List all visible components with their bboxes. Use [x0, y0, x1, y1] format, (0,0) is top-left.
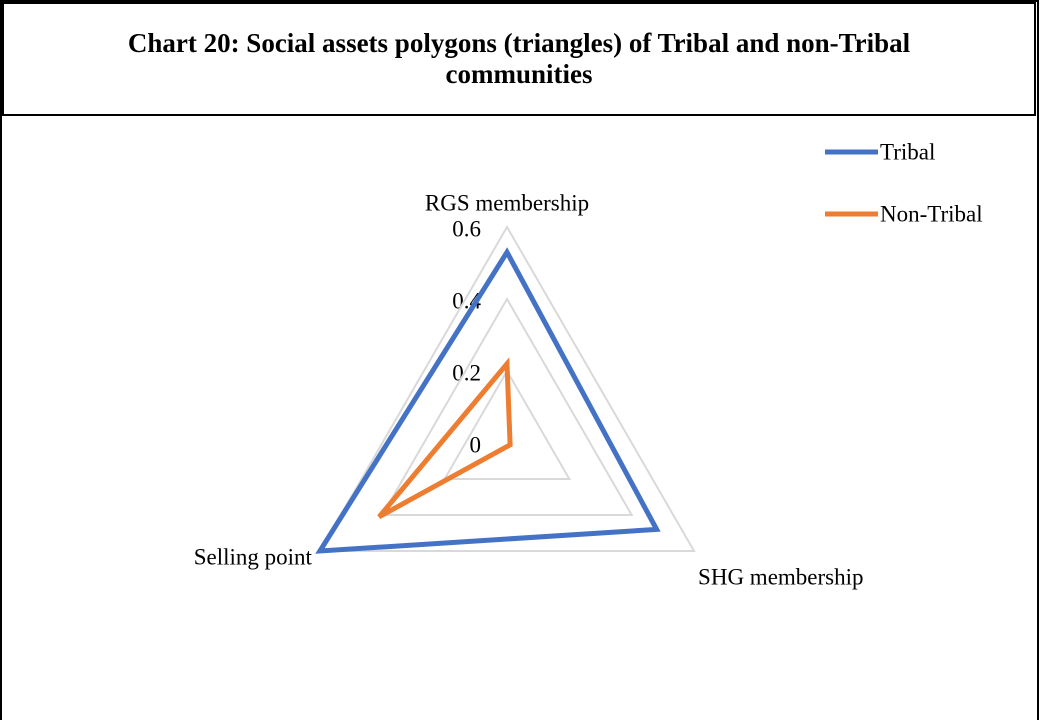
legend-label: Non-Tribal	[880, 201, 983, 226]
r-tick-label: 0.2	[452, 360, 481, 385]
grid-line	[318, 224, 696, 552]
r-tick-label: 0.6	[452, 216, 481, 241]
grid-line	[442, 368, 572, 480]
series-line	[377, 357, 513, 519]
axis-label: SHG membership	[698, 564, 863, 589]
chart-title: Chart 20: Social assets polygons (triang…	[2, 2, 1036, 116]
series-line	[315, 247, 661, 554]
legend-label: Tribal	[880, 139, 935, 164]
grid-line	[380, 296, 634, 516]
axis-label: Selling point	[194, 544, 313, 569]
axis-label: RGS membership	[425, 190, 589, 215]
r-tick-label: 0	[470, 432, 482, 457]
